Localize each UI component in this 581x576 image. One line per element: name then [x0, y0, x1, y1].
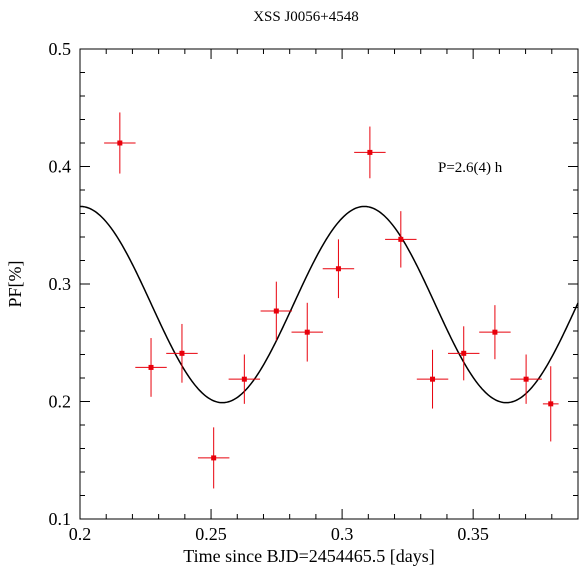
y-tick-label: 0.1: [49, 509, 72, 529]
point-marker: [398, 236, 404, 242]
point-marker: [523, 376, 529, 382]
x-tick-label: 0.2: [69, 524, 92, 544]
x-tick-label: 0.3: [331, 524, 354, 544]
data-point-7: [291, 302, 323, 362]
point-marker: [335, 266, 341, 272]
data-point-2: [135, 338, 167, 397]
model-curve: [80, 205, 579, 404]
data-point-14: [510, 354, 542, 404]
point-marker: [461, 350, 467, 356]
y-tick-label: 0.4: [49, 157, 72, 177]
data-point-13: [479, 305, 511, 360]
point-marker: [179, 350, 185, 356]
data-point-10: [385, 211, 417, 268]
y-tick-label: 0.3: [49, 274, 72, 294]
model-curve-layer: [80, 205, 579, 404]
data-point-4: [197, 427, 230, 489]
point-marker: [430, 376, 436, 382]
x-tick-label: 0.25: [195, 524, 227, 544]
data-point-3: [166, 323, 198, 383]
y-axis-label: PF[%]: [5, 260, 25, 307]
y-tick-label: 0.5: [49, 39, 72, 59]
data-point-11: [416, 349, 449, 409]
data-point-12: [447, 326, 480, 381]
point-marker: [367, 149, 373, 155]
point-marker: [273, 308, 279, 314]
data-point-9: [354, 126, 386, 179]
data-point-15: [542, 366, 559, 442]
point-marker: [304, 329, 310, 335]
data-points-layer: [104, 112, 559, 489]
point-marker: [148, 364, 154, 370]
x-tick-label: 0.35: [457, 524, 489, 544]
plot-frame: [79, 48, 579, 520]
data-point-5: [228, 354, 261, 404]
x-axis-label: Time since BJD=2454465.5 [days]: [183, 546, 434, 566]
point-marker: [117, 140, 123, 146]
ticks-layer: 0.2 0.25 0.3 0.350.10.20.30.40.5: [49, 39, 578, 544]
point-marker: [211, 455, 217, 461]
point-marker: [241, 376, 247, 382]
data-point-1: [104, 112, 136, 174]
point-marker: [492, 329, 498, 335]
point-marker: [548, 401, 554, 407]
chart-title: XSS J0056+4548: [253, 9, 359, 25]
period-annotation: P=2.6(4) h: [438, 160, 503, 176]
data-point-6: [260, 281, 293, 341]
data-point-8: [322, 239, 355, 299]
y-tick-label: 0.2: [49, 392, 72, 412]
